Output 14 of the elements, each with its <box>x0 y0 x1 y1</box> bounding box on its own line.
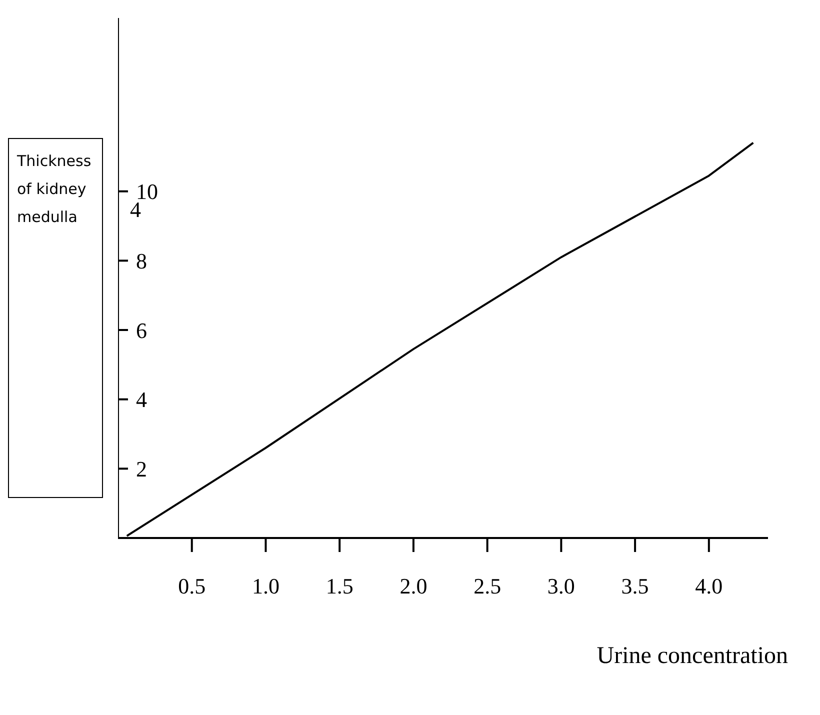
x-tick-label: 2.0 <box>400 574 428 599</box>
y-tick-label: 4 <box>136 387 147 412</box>
x-tick-label: 3.0 <box>547 574 575 599</box>
x-axis-title: Urine concentration <box>596 643 788 670</box>
x-tick-label: 1.0 <box>252 574 280 599</box>
y-tick-label: 2 <box>136 456 147 482</box>
x-tick-label: 4.0 <box>695 574 723 599</box>
x-tick-label: 3.5 <box>621 574 649 599</box>
y-tick-label: 8 <box>136 248 147 274</box>
x-tick-label: 2.5 <box>474 574 502 599</box>
x-tick-label: 1.5 <box>326 574 354 599</box>
y-tick-label: 6 <box>136 318 147 343</box>
y-axis-title: Thickness of kidney medulla <box>8 138 103 498</box>
x-tick-label: 0.5 <box>178 574 206 599</box>
